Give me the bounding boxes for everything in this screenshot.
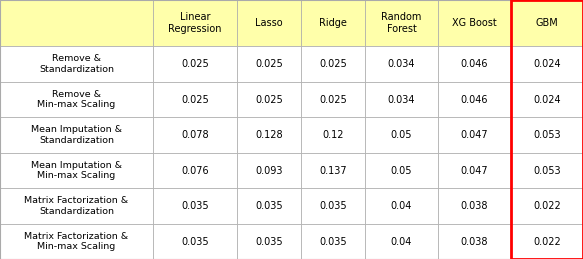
Text: 0.04: 0.04 <box>391 201 412 211</box>
Text: Remove &
Min-max Scaling: Remove & Min-max Scaling <box>37 90 115 109</box>
Text: 0.12: 0.12 <box>322 130 344 140</box>
Text: Matrix Factorization &
Standardization: Matrix Factorization & Standardization <box>24 196 129 216</box>
Bar <box>511 153 583 188</box>
Bar <box>301 46 365 82</box>
Text: 0.034: 0.034 <box>388 95 415 105</box>
Bar <box>237 46 301 82</box>
Text: 0.025: 0.025 <box>255 95 283 105</box>
Bar <box>365 82 438 117</box>
Text: 0.053: 0.053 <box>533 130 561 140</box>
Text: 0.022: 0.022 <box>533 201 561 211</box>
Bar <box>301 188 365 224</box>
Bar <box>511 82 583 117</box>
Text: Mean Imputation &
Standardization: Mean Imputation & Standardization <box>31 125 122 145</box>
Bar <box>511 46 583 82</box>
Bar <box>153 46 237 82</box>
Bar <box>438 0 511 46</box>
Bar <box>511 224 583 259</box>
Text: Random
Forest: Random Forest <box>381 12 422 34</box>
Bar <box>365 117 438 153</box>
Bar <box>153 0 237 46</box>
Bar <box>237 153 301 188</box>
Text: 0.034: 0.034 <box>388 59 415 69</box>
Bar <box>237 117 301 153</box>
Text: 0.046: 0.046 <box>461 95 488 105</box>
Text: 0.05: 0.05 <box>391 166 412 176</box>
Bar <box>0 153 153 188</box>
Text: 0.093: 0.093 <box>255 166 283 176</box>
Text: 0.022: 0.022 <box>533 236 561 247</box>
Bar <box>438 153 511 188</box>
Bar <box>0 46 153 82</box>
Bar <box>237 188 301 224</box>
Text: 0.025: 0.025 <box>181 95 209 105</box>
Text: Mean Imputation &
Min-max Scaling: Mean Imputation & Min-max Scaling <box>31 161 122 180</box>
Bar <box>511 188 583 224</box>
Bar <box>0 0 153 46</box>
Bar <box>153 224 237 259</box>
Bar <box>237 224 301 259</box>
Bar <box>365 0 438 46</box>
Text: 0.038: 0.038 <box>461 236 488 247</box>
Text: 0.025: 0.025 <box>319 95 347 105</box>
Bar <box>301 117 365 153</box>
Text: 0.025: 0.025 <box>181 59 209 69</box>
Bar <box>301 153 365 188</box>
Text: 0.038: 0.038 <box>461 201 488 211</box>
Text: 0.024: 0.024 <box>533 95 561 105</box>
Bar <box>365 224 438 259</box>
Bar <box>511 117 583 153</box>
Bar <box>438 117 511 153</box>
Bar <box>301 82 365 117</box>
Text: XG Boost: XG Boost <box>452 18 497 28</box>
Bar <box>0 117 153 153</box>
Text: 0.035: 0.035 <box>181 201 209 211</box>
Bar <box>237 82 301 117</box>
Text: 0.05: 0.05 <box>391 130 412 140</box>
Text: 0.046: 0.046 <box>461 59 488 69</box>
Text: 0.035: 0.035 <box>255 236 283 247</box>
Text: 0.035: 0.035 <box>319 201 347 211</box>
Bar <box>438 224 511 259</box>
Bar <box>365 188 438 224</box>
Text: 0.035: 0.035 <box>319 236 347 247</box>
Text: 0.137: 0.137 <box>319 166 347 176</box>
Text: Ridge: Ridge <box>319 18 347 28</box>
Bar <box>365 46 438 82</box>
Text: 0.035: 0.035 <box>181 236 209 247</box>
Text: 0.047: 0.047 <box>461 166 488 176</box>
Bar <box>438 188 511 224</box>
Text: 0.128: 0.128 <box>255 130 283 140</box>
Bar <box>301 224 365 259</box>
Bar <box>511 0 583 46</box>
Text: 0.035: 0.035 <box>255 201 283 211</box>
Bar <box>365 153 438 188</box>
Text: 0.053: 0.053 <box>533 166 561 176</box>
Text: GBM: GBM <box>536 18 559 28</box>
Bar <box>153 188 237 224</box>
Text: 0.04: 0.04 <box>391 236 412 247</box>
Text: 0.025: 0.025 <box>319 59 347 69</box>
Bar <box>301 0 365 46</box>
Text: 0.078: 0.078 <box>181 130 209 140</box>
Bar <box>153 82 237 117</box>
Text: Remove &
Standardization: Remove & Standardization <box>39 54 114 74</box>
Text: 0.025: 0.025 <box>255 59 283 69</box>
Bar <box>0 224 153 259</box>
Text: 0.047: 0.047 <box>461 130 488 140</box>
Text: 0.024: 0.024 <box>533 59 561 69</box>
Text: Matrix Factorization &
Min-max Scaling: Matrix Factorization & Min-max Scaling <box>24 232 129 251</box>
Text: Lasso: Lasso <box>255 18 283 28</box>
Text: 0.076: 0.076 <box>181 166 209 176</box>
Bar <box>0 82 153 117</box>
Text: Linear
Regression: Linear Regression <box>168 12 222 34</box>
Bar <box>438 82 511 117</box>
Bar <box>153 117 237 153</box>
Bar <box>153 153 237 188</box>
Bar <box>438 46 511 82</box>
Bar <box>237 0 301 46</box>
Bar <box>0 188 153 224</box>
Bar <box>511 0 583 259</box>
